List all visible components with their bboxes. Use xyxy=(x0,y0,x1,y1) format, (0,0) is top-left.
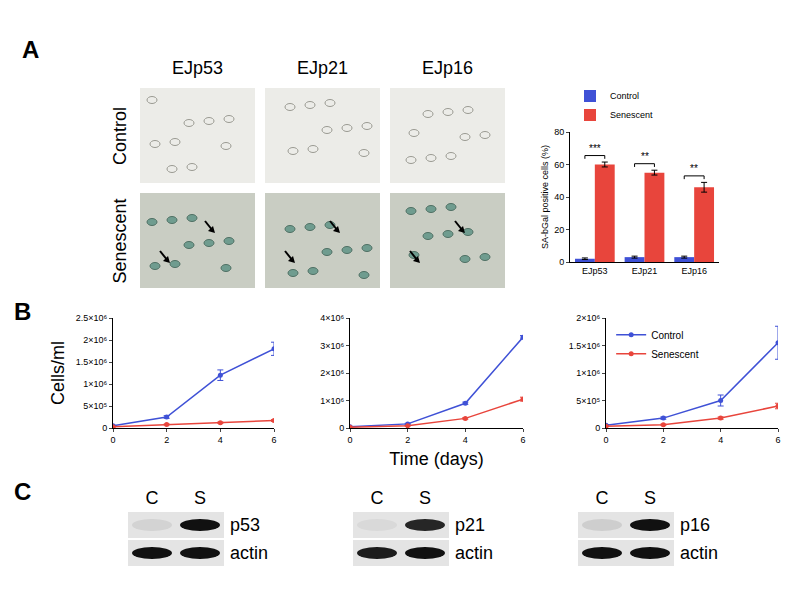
html-text:C: C xyxy=(14,478,32,505)
svg-text:Time (days): Time (days) xyxy=(389,449,483,469)
svg-text:0: 0 xyxy=(110,435,115,445)
svg-text:1×10⁶: 1×10⁶ xyxy=(83,379,107,389)
svg-text:4: 4 xyxy=(218,435,223,445)
svg-text:2×10⁶: 2×10⁶ xyxy=(320,368,344,378)
svg-text:2: 2 xyxy=(405,435,410,445)
html-text:EJp53: EJp53 xyxy=(172,58,223,78)
svg-text:1×10⁶: 1×10⁶ xyxy=(320,396,344,406)
svg-text:80: 80 xyxy=(554,127,564,137)
svg-text:0: 0 xyxy=(595,423,600,433)
svg-text:EJp16: EJp16 xyxy=(681,266,707,276)
svg-text:6: 6 xyxy=(271,435,276,445)
svg-text:C: C xyxy=(146,488,159,508)
svg-text:Cells/ml: Cells/ml xyxy=(48,341,68,405)
html-text:EJp21: EJp21 xyxy=(297,58,348,78)
svg-text:6: 6 xyxy=(520,435,525,445)
svg-text:2: 2 xyxy=(164,435,169,445)
svg-text:1.5×10⁶: 1.5×10⁶ xyxy=(569,341,601,351)
svg-text:***: *** xyxy=(589,143,601,154)
svg-text:2: 2 xyxy=(661,435,666,445)
svg-text:S: S xyxy=(194,488,206,508)
svg-text:6: 6 xyxy=(775,435,780,445)
svg-text:4×10⁶: 4×10⁶ xyxy=(320,313,344,323)
svg-text:1×10⁶: 1×10⁶ xyxy=(576,368,600,378)
svg-text:C: C xyxy=(371,488,384,508)
svg-text:20: 20 xyxy=(554,225,564,235)
svg-text:0: 0 xyxy=(559,257,564,267)
html-text:A: A xyxy=(22,36,40,63)
svg-text:1.5×10⁶: 1.5×10⁶ xyxy=(76,357,108,367)
svg-text:Control: Control xyxy=(610,91,639,101)
svg-text:actin: actin xyxy=(230,543,268,563)
svg-text:0: 0 xyxy=(102,423,107,433)
svg-text:EJp21: EJp21 xyxy=(632,266,658,276)
html-text:EJp16: EJp16 xyxy=(422,58,473,78)
svg-text:p21: p21 xyxy=(455,515,485,535)
svg-text:**: ** xyxy=(641,151,649,162)
svg-text:**: ** xyxy=(690,163,698,174)
svg-text:40: 40 xyxy=(554,192,564,202)
svg-text:0: 0 xyxy=(339,423,344,433)
svg-text:Senescent: Senescent xyxy=(651,349,698,360)
svg-text:3×10⁶: 3×10⁶ xyxy=(320,341,344,351)
svg-text:4: 4 xyxy=(718,435,723,445)
svg-text:actin: actin xyxy=(455,543,493,563)
svg-text:0: 0 xyxy=(603,435,608,445)
svg-text:C: C xyxy=(596,488,609,508)
svg-text:0: 0 xyxy=(347,435,352,445)
svg-text:4: 4 xyxy=(463,435,468,445)
svg-text:p16: p16 xyxy=(680,515,710,535)
svg-text:2.5×10⁶: 2.5×10⁶ xyxy=(76,313,108,323)
svg-text:p53: p53 xyxy=(230,515,260,535)
html-text:Control: Control xyxy=(110,106,130,165)
svg-text:5×10⁵: 5×10⁵ xyxy=(83,401,107,411)
svg-text:S: S xyxy=(644,488,656,508)
svg-text:EJp53: EJp53 xyxy=(582,266,608,276)
svg-text:S: S xyxy=(419,488,431,508)
svg-text:Senescent: Senescent xyxy=(610,110,653,120)
svg-text:60: 60 xyxy=(554,160,564,170)
svg-text:SA-bGal positive cells (%): SA-bGal positive cells (%) xyxy=(540,145,550,249)
svg-text:5×10⁵: 5×10⁵ xyxy=(576,396,600,406)
svg-text:Control: Control xyxy=(651,330,683,341)
svg-text:actin: actin xyxy=(680,543,718,563)
svg-text:2×10⁶: 2×10⁶ xyxy=(83,335,107,345)
html-text:B: B xyxy=(14,298,32,325)
svg-text:2×10⁶: 2×10⁶ xyxy=(576,313,600,323)
html-text:Senescent: Senescent xyxy=(110,198,130,283)
